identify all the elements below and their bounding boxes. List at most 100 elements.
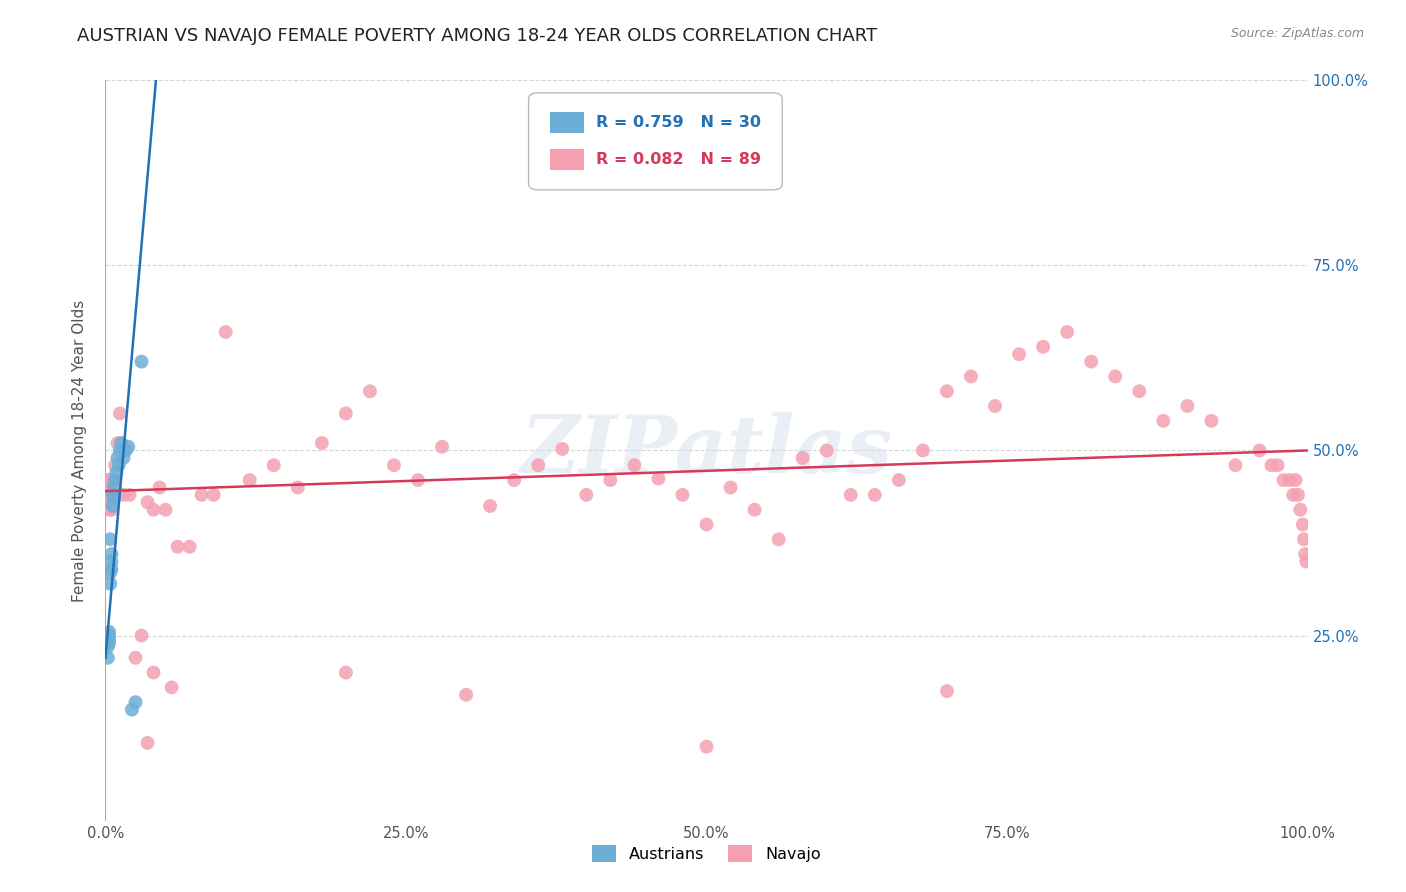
Point [160, 681, 183, 695]
Point [792, 450, 814, 465]
Point [202, 488, 225, 502]
Point [97, 640, 120, 654]
Point [136, 736, 159, 750]
Point [1272, 473, 1295, 487]
Point [696, 739, 718, 754]
Point [1201, 414, 1223, 428]
Point [984, 399, 1007, 413]
Point [1294, 547, 1316, 561]
Point [110, 436, 132, 450]
Point [96, 488, 118, 502]
Point [98, 624, 121, 639]
Point [311, 436, 333, 450]
Bar [550, 149, 583, 169]
Point [671, 488, 693, 502]
Text: AUSTRIAN VS NAVAJO FEMALE POVERTY AMONG 18-24 YEAR OLDS CORRELATION CHART: AUSTRIAN VS NAVAJO FEMALE POVERTY AMONG … [77, 27, 877, 45]
Text: R = 0.759   N = 30: R = 0.759 N = 30 [596, 115, 761, 130]
Point [104, 458, 127, 473]
Point [190, 488, 212, 502]
Point [166, 540, 188, 554]
Point [108, 407, 131, 421]
Point [98, 480, 121, 494]
Point [118, 488, 141, 502]
Point [575, 488, 598, 502]
Text: ZIPatlas: ZIPatlas [520, 412, 893, 489]
Legend: Austrians, Navajo: Austrians, Navajo [586, 838, 827, 868]
Point [97, 480, 120, 494]
Point [101, 488, 124, 502]
Point [98, 632, 121, 647]
Point [131, 354, 153, 368]
Point [98, 502, 121, 516]
Point [382, 458, 405, 473]
Point [503, 473, 526, 487]
Point [960, 369, 983, 384]
Point [430, 440, 453, 454]
Point [179, 540, 201, 554]
Point [599, 473, 621, 487]
Point [456, 688, 478, 702]
Point [1225, 458, 1247, 473]
Point [142, 502, 165, 516]
Point [1260, 458, 1282, 473]
Point [239, 473, 262, 487]
Point [263, 458, 285, 473]
Point [623, 458, 645, 473]
Point [1286, 488, 1309, 502]
Point [406, 473, 429, 487]
Point [1295, 555, 1317, 569]
Point [287, 480, 309, 494]
Point [101, 473, 124, 487]
Point [911, 443, 934, 458]
Point [96, 476, 118, 491]
Point [696, 517, 718, 532]
Point [887, 473, 910, 487]
Point [98, 566, 121, 580]
Point [1008, 347, 1031, 361]
Point [155, 502, 177, 516]
Point [115, 443, 138, 458]
Point [124, 650, 146, 665]
Point [1282, 488, 1305, 502]
Point [112, 488, 135, 502]
Point [98, 533, 121, 547]
Point [335, 407, 357, 421]
Point [104, 473, 127, 487]
Point [98, 488, 121, 502]
Point [647, 472, 669, 486]
Point [101, 499, 124, 513]
Point [108, 443, 131, 458]
Text: Source: ZipAtlas.com: Source: ZipAtlas.com [1230, 27, 1364, 40]
Point [148, 480, 170, 494]
Point [103, 491, 125, 506]
Point [97, 628, 120, 642]
Point [96, 632, 118, 647]
Point [1284, 473, 1306, 487]
Point [103, 480, 125, 494]
Point [100, 562, 122, 576]
Point [97, 650, 120, 665]
Point [1128, 384, 1150, 399]
Point [768, 533, 790, 547]
Point [1249, 443, 1271, 458]
Point [131, 628, 153, 642]
Point [97, 495, 120, 509]
Point [359, 384, 381, 399]
Point [107, 436, 129, 450]
Point [98, 636, 121, 650]
Point [117, 440, 139, 454]
Y-axis label: Female Poverty Among 18-24 Year Olds: Female Poverty Among 18-24 Year Olds [72, 300, 87, 601]
Point [136, 495, 159, 509]
Point [744, 502, 766, 516]
Point [936, 684, 959, 698]
Point [100, 555, 122, 569]
Point [142, 665, 165, 680]
Point [103, 488, 125, 502]
Point [98, 473, 121, 487]
Point [1152, 414, 1174, 428]
Point [1104, 369, 1126, 384]
Point [100, 547, 122, 561]
Point [551, 442, 574, 456]
Point [112, 450, 135, 465]
FancyBboxPatch shape [529, 93, 782, 190]
